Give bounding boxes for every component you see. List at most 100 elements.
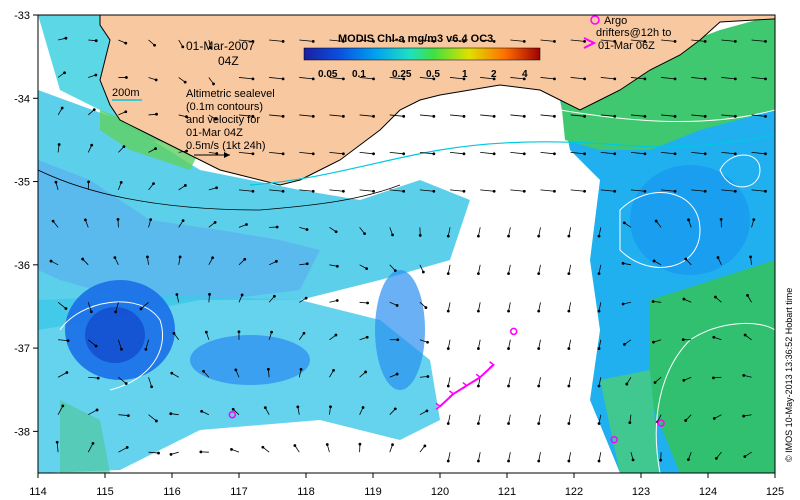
- velocity-arrow-head: [492, 77, 496, 81]
- velocity-arrow-head: [64, 36, 68, 40]
- velocity-arrow-head: [365, 335, 369, 339]
- velocity-arrow-head: [703, 114, 707, 118]
- velocity-arrow-head: [643, 77, 647, 81]
- velocity-arrow: [568, 227, 572, 237]
- velocity-arrow-head: [597, 234, 601, 238]
- velocity-arrow-head: [332, 368, 335, 372]
- velocity-arrow: [447, 452, 451, 462]
- y-axis: -33 -34 -35 -36 -37 -38: [14, 10, 38, 438]
- velocity-arrow-head: [90, 143, 94, 147]
- sealevel-contours: [59, 109, 775, 473]
- velocity-arrow-head: [432, 77, 436, 81]
- velocity-arrow-head: [749, 255, 752, 259]
- velocity-arrow-head: [94, 344, 98, 348]
- velocity-arrow-head: [703, 152, 707, 156]
- velocity-arrow-head: [154, 78, 158, 82]
- velocity-arrow-head: [366, 301, 369, 305]
- velocity-arrow: [630, 39, 645, 42]
- velocity-arrow: [568, 414, 572, 424]
- velocity-arrow-head: [183, 184, 187, 187]
- velocity-arrow: [751, 39, 766, 42]
- argo-float: [657, 419, 665, 427]
- x-tick-label: 124: [699, 486, 717, 498]
- velocity-arrow: [148, 451, 159, 454]
- velocity-arrow: [478, 377, 481, 387]
- velocity-arrow-head: [432, 152, 436, 156]
- velocity-arrow-head: [251, 39, 255, 43]
- velocity-arrow: [568, 452, 572, 462]
- velocity-arrow-head: [274, 259, 278, 263]
- velocity-arrow-head: [425, 409, 429, 413]
- velocity-arrow-head: [209, 46, 213, 50]
- velocity-arrow: [419, 39, 434, 42]
- velocity-arrow: [447, 377, 451, 387]
- velocity-arrow-head: [684, 257, 688, 261]
- velocity-arrow-head: [49, 259, 53, 263]
- velocity-arrow-head: [764, 114, 767, 118]
- land-mass: [99, 15, 775, 186]
- velocity-arrow-head: [402, 114, 406, 118]
- velocity-arrow-head: [743, 455, 747, 458]
- velocity-arrow-head: [567, 347, 571, 350]
- velocity-arrow: [148, 414, 157, 422]
- velocity-arrow-head: [432, 39, 436, 43]
- velocity-arrow-head: [299, 368, 303, 371]
- velocity-arrow: [269, 77, 284, 80]
- velocity-arrow-head: [393, 269, 397, 273]
- velocity-arrow-head: [426, 340, 429, 344]
- velocity-arrow: [389, 39, 404, 42]
- velocity-arrow: [721, 152, 736, 155]
- x-tick-label: 119: [364, 486, 382, 498]
- velocity-arrow-head: [237, 330, 241, 334]
- velocity-arrow: [478, 227, 481, 237]
- velocity-arrow-head: [311, 77, 315, 81]
- y-tick-label: -36: [14, 260, 30, 272]
- velocity-arrow-head: [395, 372, 399, 376]
- velocity-arrow-head: [432, 189, 436, 193]
- colorbar-title: MODIS Chl-a mg/m3 v6.4 OC3: [338, 33, 493, 45]
- velocity-arrow-head: [583, 152, 586, 156]
- velocity-arrow: [56, 442, 59, 453]
- velocity-arrow-head: [537, 347, 541, 350]
- velocity-arrow: [598, 264, 602, 274]
- velocity-arrow: [447, 414, 451, 424]
- velocity-arrow-head: [157, 451, 160, 455]
- argo-float: [509, 327, 518, 336]
- velocity-arrow-head: [553, 114, 556, 118]
- velocity-arrow-head: [462, 152, 466, 156]
- velocity-arrow: [480, 39, 495, 42]
- velocity-arrow: [661, 39, 676, 42]
- argo-track-chevron: [448, 390, 455, 398]
- velocity-arrow: [115, 302, 119, 313]
- velocity-arrow: [630, 189, 645, 192]
- velocity-arrow-head: [643, 189, 647, 193]
- velocity-arrow-head: [714, 457, 718, 460]
- velocity-arrow-head: [305, 228, 309, 231]
- y-tick-label: -33: [14, 10, 30, 22]
- legend-line-1: Altimetric sealevel: [186, 88, 275, 100]
- current-line: [249, 134, 775, 186]
- velocity-arrow-head: [703, 189, 707, 193]
- velocity-arrow-head: [553, 77, 556, 81]
- colorbar-gradient: [303, 47, 541, 61]
- velocity-arrow: [721, 77, 736, 80]
- velocity-arrow-head: [623, 343, 626, 346]
- velocity-arrow-head: [462, 77, 466, 81]
- velocity-arrow: [568, 264, 572, 274]
- velocity-arrow-head: [583, 189, 586, 193]
- velocity-arrow: [450, 39, 465, 42]
- velocity-arrow-head: [81, 257, 85, 261]
- velocity-arrow-head: [643, 39, 647, 43]
- velocity-arrow-head: [266, 367, 270, 371]
- velocity-arrow-head: [391, 443, 394, 447]
- velocity-arrow-head: [682, 378, 686, 382]
- velocity-arrow-head: [372, 77, 375, 81]
- velocity-arrow: [480, 77, 495, 80]
- velocity-arrow-head: [597, 309, 601, 313]
- velocity-arrow-head: [462, 189, 466, 193]
- velocity-arrow: [538, 377, 541, 387]
- velocity-arrow: [88, 376, 99, 379]
- velocity-arrow-head: [522, 77, 526, 81]
- velocity-arrow: [447, 302, 451, 312]
- velocity-arrow: [661, 77, 676, 80]
